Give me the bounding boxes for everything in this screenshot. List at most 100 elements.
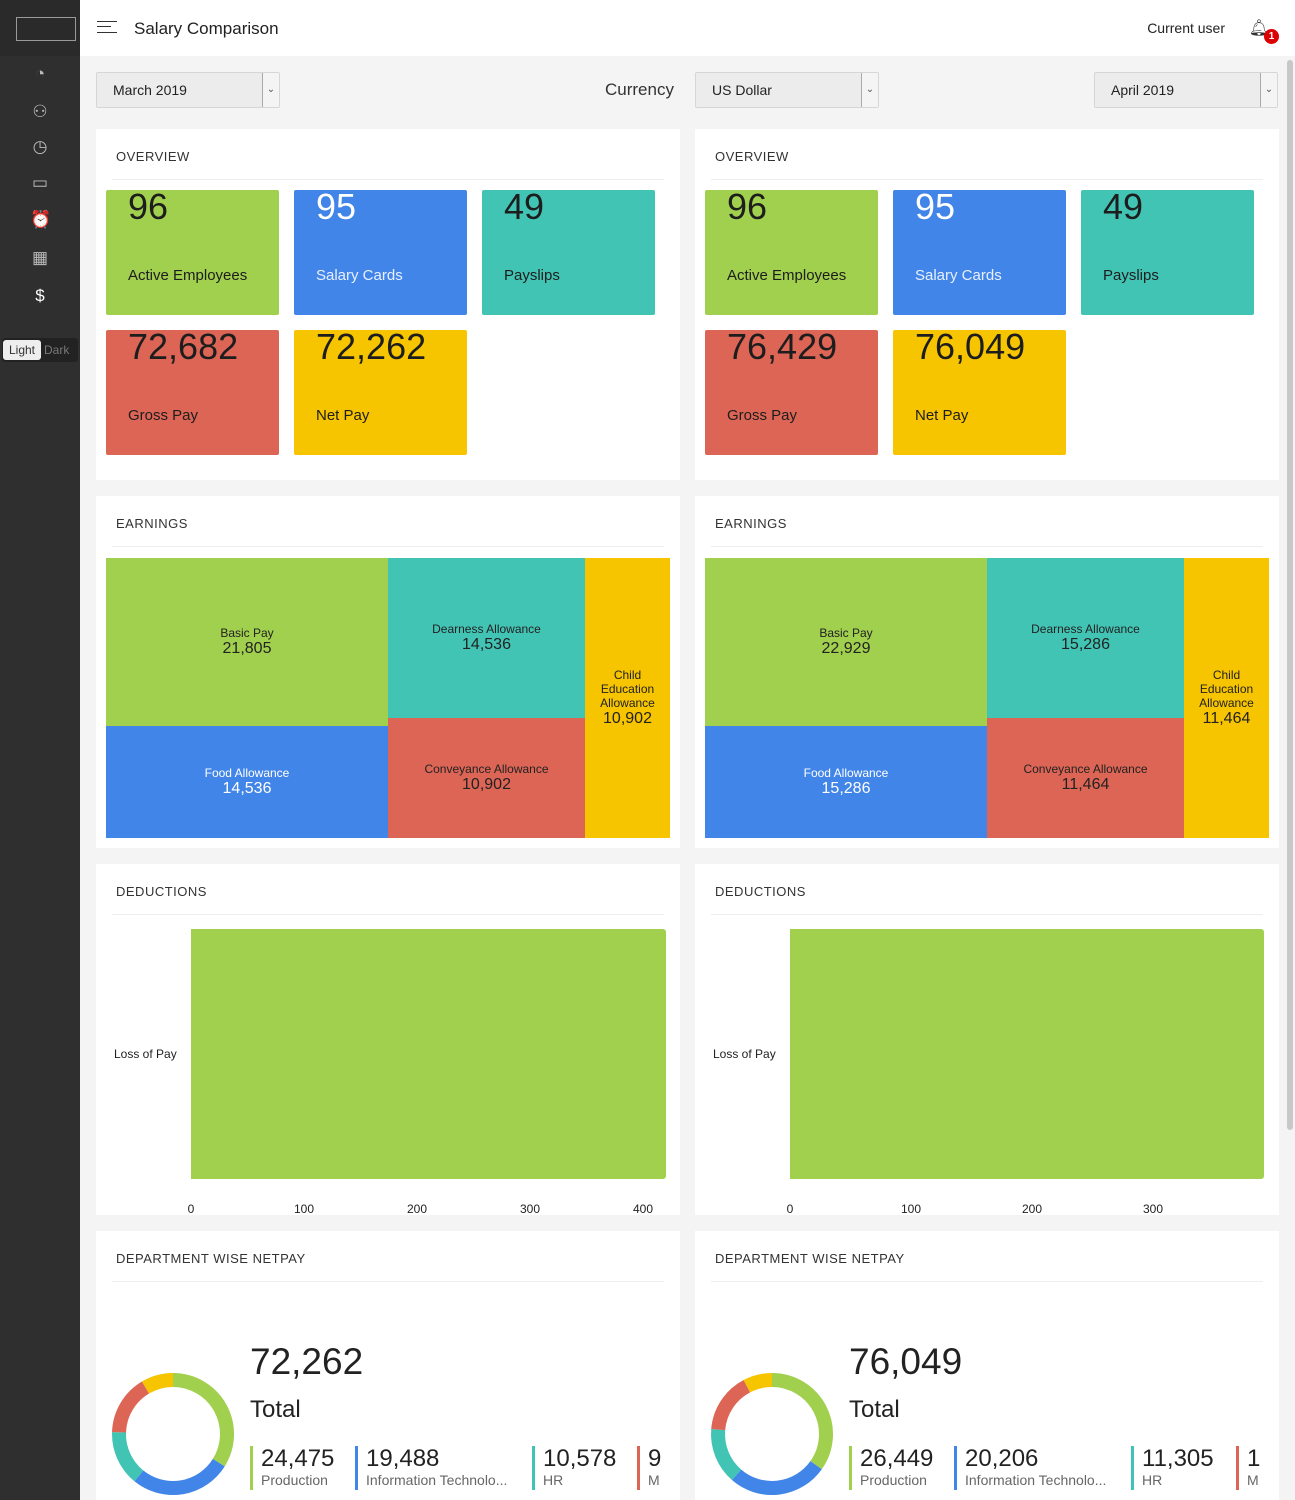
donut-segment[interactable] [112,1432,144,1482]
legend-label: Information Technolo... [366,1472,508,1488]
divider [112,179,664,180]
menu-icon[interactable] [97,21,117,33]
panel-title: EARNINGS [116,516,188,531]
tile-payslips[interactable]: 49 Payslips [482,186,655,315]
tile-net-pay[interactable]: 76,049 Net Pay [893,326,1066,455]
bar-loss-of-pay[interactable] [191,929,666,1179]
from-month-select[interactable]: March 2019 ⌄ [96,72,280,108]
tile-label: Salary Cards [316,267,403,284]
category-label: Loss of Pay [713,1047,776,1061]
donut-segment[interactable] [743,1373,773,1393]
overview-panel: OVERVIEW 96 Active Employees 95 Salary C… [695,129,1279,480]
treemap-cell[interactable]: Child Education Allowance 11,464 [1184,558,1269,838]
tile-gross-pay[interactable]: 76,429 Gross Pay [705,326,878,455]
donut-chart [711,1373,833,1495]
page-title: Salary Comparison [134,19,279,38]
legend-item[interactable]: 26,449 Production [849,1446,944,1490]
calendar-icon[interactable]: ▦ [31,248,49,267]
treemap-label: Child Education Allowance [1199,668,1254,710]
tile-salary-cards[interactable]: 95 Salary Cards [294,186,467,315]
logo[interactable] [16,17,76,41]
treemap-cell[interactable]: Food Allowance 14,536 [106,726,388,838]
dollar-icon[interactable]: $ [35,286,45,305]
tile-gross-pay[interactable]: 72,682 Gross Pay [106,326,279,455]
sidebar: ◔ ⚇ ◷ ▭ ⏰ ▦ $ Light Dark [0,0,80,1500]
donut-segment[interactable] [134,1458,225,1495]
donut-segment[interactable] [711,1429,742,1481]
x-tick-label: 100 [900,1202,922,1216]
total-value: 76,049 [849,1341,963,1382]
treemap-cell[interactable]: Child Education Allowance 10,902 [585,558,670,838]
total-label: Total [250,1396,301,1423]
bell-icon[interactable]: 🔔︎ [1248,20,1269,37]
monitor-icon[interactable]: ▭ [31,173,49,192]
theme-dark[interactable]: Dark [44,343,70,357]
treemap-value: 15,286 [1061,636,1110,653]
tile-active-employees[interactable]: 96 Active Employees [705,186,878,315]
deductions-panel: DEDUCTIONS Loss of Pay 0 100 200 300 [695,864,1279,1216]
category-label: Loss of Pay [114,1047,177,1061]
treemap-cell[interactable]: Dearness Allowance 15,286 [987,558,1184,718]
donut-segment[interactable] [141,1373,174,1394]
clock-icon[interactable]: ◷ [32,137,48,156]
treemap-value: 11,464 [1202,710,1251,727]
legend-value: 1 [1247,1446,1261,1472]
panel-title: DEDUCTIONS [715,884,806,899]
legend-item[interactable]: 24,475 Production [250,1446,345,1490]
treemap-cell[interactable]: Conveyance Allowance 10,902 [388,718,585,838]
treemap-value: 15,286 [821,780,871,797]
tile-value: 95 [915,186,956,227]
tile-active-employees[interactable]: 96 Active Employees [106,186,279,315]
currency-select[interactable]: US Dollar ⌄ [695,72,879,108]
legend-value: 9 [648,1446,662,1472]
tile-label: Gross Pay [128,407,199,424]
total-label: Total [849,1396,900,1423]
treemap-value: 14,536 [462,636,511,653]
theme-toggle[interactable]: Light Dark [2,338,78,362]
tile-salary-cards[interactable]: 95 Salary Cards [893,186,1066,315]
legend-item[interactable]: 9 M [637,1446,680,1490]
tile-value: 49 [1103,186,1144,227]
panel-title: DEPARTMENT WISE NETPAY [715,1251,905,1266]
to-month-select[interactable]: April 2019 ⌄ [1094,72,1278,108]
scrollbar[interactable] [1287,60,1293,1130]
dashboard-icon[interactable]: ◔ [34,64,46,83]
user-icon[interactable]: ⚇ [32,102,48,121]
x-tick-label: 200 [1021,1202,1043,1216]
treemap-cell[interactable]: Basic Pay 22,929 [705,558,987,726]
legend-item[interactable]: 20,206 Information Technolo... [954,1446,1124,1490]
notification-badge: 1 [1264,29,1279,44]
treemap-label: Basic Pay [220,626,274,640]
treemap-cell[interactable]: Basic Pay 21,805 [106,558,388,726]
donut-segment[interactable] [112,1381,150,1433]
x-tick-label: 200 [406,1202,428,1216]
legend-item[interactable]: 1 M [1236,1446,1279,1490]
legend-item[interactable]: 19,488 Information Technolo... [355,1446,525,1490]
chevron-down-icon: ⌄ [1260,73,1277,107]
bar-loss-of-pay[interactable] [790,929,1265,1179]
donut-segment[interactable] [172,1373,234,1467]
panel-title: EARNINGS [715,516,787,531]
panel-title: DEDUCTIONS [116,884,207,899]
theme-light[interactable]: Light [3,340,41,360]
treemap-cell[interactable]: Food Allowance 15,286 [705,726,987,838]
tile-value: 96 [727,186,768,227]
donut-segment[interactable] [731,1460,822,1495]
department-netpay-panel: DEPARTMENT WISE NETPAY 72,262 Total 24,4… [96,1231,680,1500]
to-month-value: April 2019 [1111,82,1175,98]
tile-payslips[interactable]: 49 Payslips [1081,186,1254,315]
legend-item[interactable]: 11,305 HR [1131,1446,1226,1490]
legend-label: HR [543,1472,564,1488]
header: Salary Comparison Current user 🔔︎ 1 [80,0,1295,56]
divider [711,1281,1263,1282]
tile-value: 72,682 [128,326,239,367]
current-user[interactable]: Current user [1147,20,1225,36]
treemap-cell[interactable]: Conveyance Allowance 11,464 [987,718,1184,838]
donut-segment[interactable] [771,1373,833,1470]
donut-segment[interactable] [711,1380,751,1431]
tile-net-pay[interactable]: 72,262 Net Pay [294,326,467,455]
department-netpay-panel: DEPARTMENT WISE NETPAY 76,049 Total 26,4… [695,1231,1279,1500]
legend-item[interactable]: 10,578 HR [532,1446,627,1490]
treemap-cell[interactable]: Dearness Allowance 14,536 [388,558,585,718]
alarm-icon[interactable]: ⏰ [30,210,52,229]
